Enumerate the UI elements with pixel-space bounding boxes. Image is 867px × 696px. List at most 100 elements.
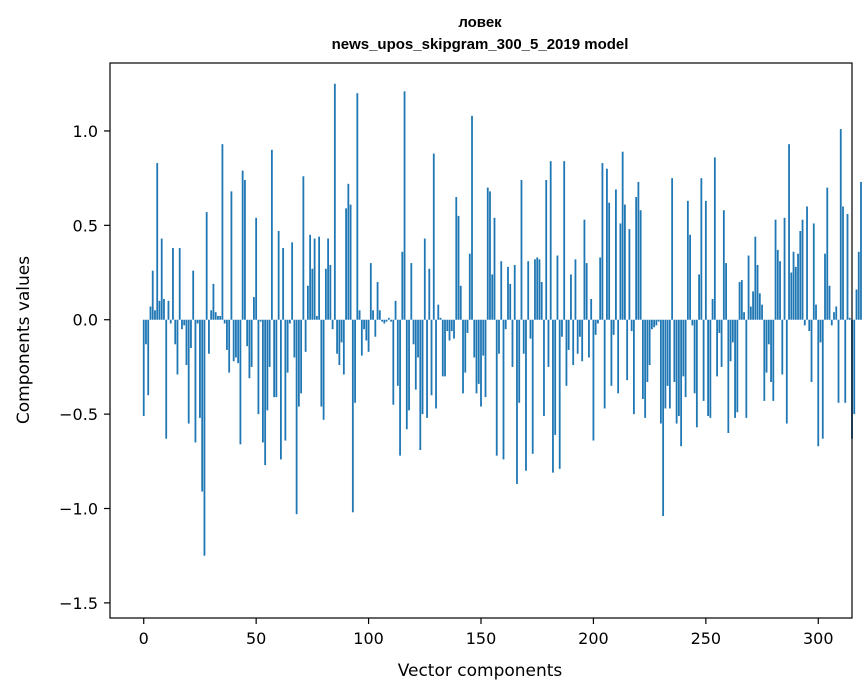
bar-component-209 (612, 319, 615, 335)
bar-component-230 (659, 319, 662, 424)
chart-title-line1: ловек (458, 14, 502, 31)
bar-component-182 (552, 319, 554, 473)
bar-component-235 (671, 178, 674, 320)
bar-component-125 (423, 238, 426, 320)
bar-component-116 (403, 91, 406, 320)
bar-component-59 (275, 319, 278, 398)
bar-component-123 (419, 319, 422, 450)
bar-component-197 (585, 263, 588, 320)
bar-component-181 (549, 161, 552, 320)
bar-component-21 (190, 319, 192, 349)
bar-component-263 (734, 319, 736, 418)
bar-component-298 (812, 223, 815, 320)
bar-component-36 (223, 319, 226, 324)
bar-component-312 (844, 319, 847, 403)
bar-component-17 (181, 319, 183, 330)
bar-component-121 (414, 319, 417, 390)
bar-component-184 (556, 255, 559, 320)
bar-component-26 (201, 319, 204, 492)
bar-component-97 (360, 319, 363, 356)
bar-component-300 (817, 319, 820, 447)
bar-component-106 (381, 319, 383, 322)
bar-component-57 (270, 149, 273, 320)
bar-component-144 (466, 319, 469, 333)
bar-component-89 (342, 319, 345, 375)
bar-component-251 (707, 319, 709, 417)
bar-component-62 (282, 248, 285, 320)
bar-component-142 (462, 319, 464, 394)
bar-component-143 (464, 319, 467, 373)
bar-component-270 (749, 306, 752, 320)
bar-component-199 (590, 298, 593, 320)
bar-component-290 (794, 266, 797, 320)
bar-component-305 (828, 285, 831, 320)
bar-component-91 (347, 183, 350, 320)
bar-component-0 (142, 319, 145, 417)
bar-component-151 (482, 319, 485, 356)
bar-component-316 (853, 319, 856, 415)
bar-component-262 (731, 319, 734, 343)
bar-component-249 (702, 319, 705, 401)
bar-component-94 (354, 319, 356, 403)
bar-component-3 (149, 306, 152, 320)
bar-component-54 (264, 319, 267, 466)
y-axis-label: Components values (14, 256, 34, 424)
bar-component-211 (617, 319, 620, 394)
bar-component-99 (365, 319, 368, 341)
bar-component-101 (369, 263, 372, 320)
bar-component-32 (214, 312, 217, 320)
bar-component-254 (713, 157, 716, 320)
bar-component-257 (720, 319, 723, 367)
y-tick-label: −1.0 (59, 500, 98, 519)
bar-component-12 (169, 319, 172, 324)
bar-component-96 (358, 310, 361, 320)
bar-component-104 (376, 281, 379, 320)
bar-component-293 (801, 219, 804, 320)
bar-component-245 (693, 319, 696, 394)
bar-component-117 (405, 319, 408, 430)
bar-component-278 (767, 319, 770, 345)
bar-component-112 (394, 300, 397, 320)
bar-component-20 (187, 319, 190, 424)
bar-component-275 (761, 304, 763, 320)
bar-component-137 (450, 319, 453, 332)
bar-component-139 (455, 197, 458, 320)
bar-component-88 (340, 319, 343, 343)
bar-component-206 (606, 168, 608, 320)
bar-component-317 (855, 289, 858, 320)
bar-component-205 (603, 319, 606, 409)
bar-component-43 (239, 319, 242, 445)
bar-component-24 (196, 319, 199, 324)
y-tick-label: −1.5 (59, 594, 98, 613)
bar-component-4 (151, 270, 154, 320)
bar-component-51 (257, 319, 260, 415)
bar-component-150 (480, 319, 482, 407)
bar-component-84 (331, 319, 334, 330)
bar-component-302 (821, 319, 824, 439)
x-axis-label: Vector components (398, 661, 563, 681)
bar-component-195 (581, 319, 584, 362)
bar-component-227 (653, 319, 656, 328)
bar-component-136 (448, 319, 451, 341)
bar-component-185 (558, 319, 561, 469)
bar-component-124 (421, 319, 424, 415)
bar-component-44 (241, 170, 244, 320)
bar-component-247 (698, 274, 700, 320)
bar-component-180 (547, 319, 550, 367)
bar-component-34 (219, 315, 222, 320)
bar-component-145 (468, 253, 471, 320)
bar-component-108 (385, 319, 388, 322)
bar-component-155 (491, 274, 494, 320)
bar-component-265 (738, 281, 741, 320)
bar-component-319 (860, 181, 862, 320)
x-axis-ticks: 0 50 100 150 200 250 300 (139, 618, 834, 648)
bar-component-80 (322, 319, 325, 420)
bar-component-179 (545, 180, 548, 320)
bar-component-162 (507, 266, 509, 320)
bar-component-110 (390, 319, 392, 322)
bar-component-225 (648, 319, 651, 366)
bar-component-303 (824, 253, 826, 320)
bar-component-55 (266, 319, 269, 411)
bar-component-100 (367, 319, 370, 352)
